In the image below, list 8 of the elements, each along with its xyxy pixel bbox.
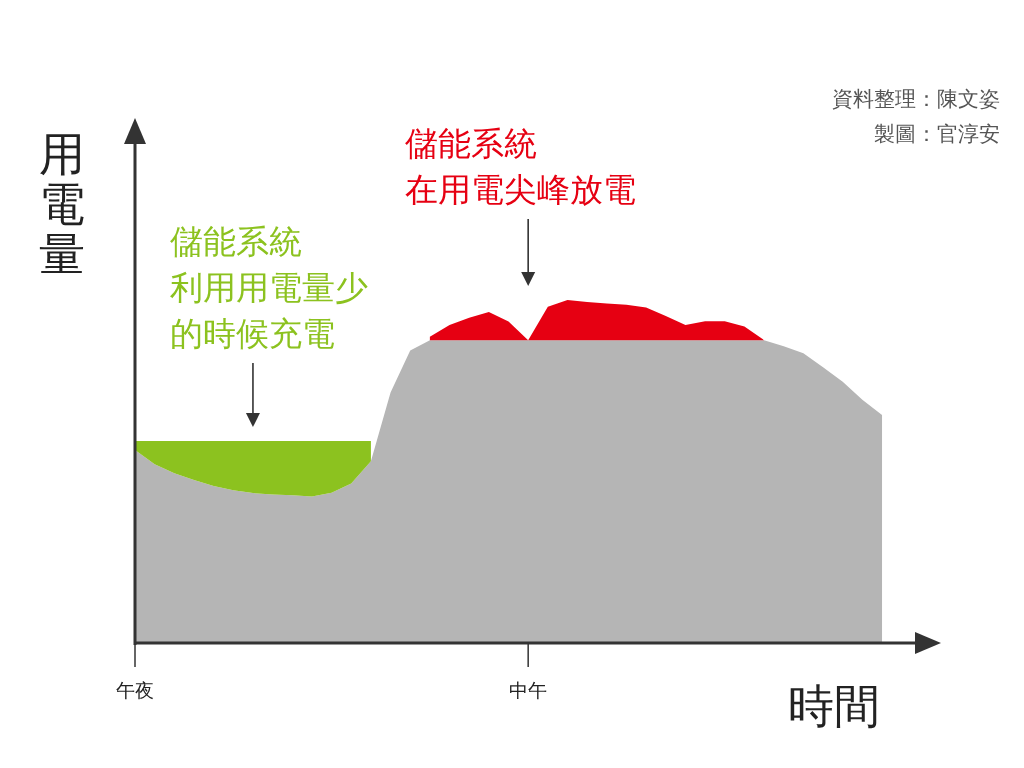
- text: 儲能系統在用電尖峰放電: [405, 124, 636, 209]
- y-axis-title: 用電量: [39, 127, 85, 281]
- text: 資料整理：陳文姿: [832, 87, 1000, 111]
- x-axis-title: 時間: [788, 679, 880, 733]
- text: 儲能系統利用用電量少的時候充電: [170, 222, 368, 353]
- x-tick-label: 午夜: [116, 679, 154, 701]
- x-tick-label: 中午: [509, 679, 548, 701]
- text: 製圖：官淳安: [874, 122, 1000, 146]
